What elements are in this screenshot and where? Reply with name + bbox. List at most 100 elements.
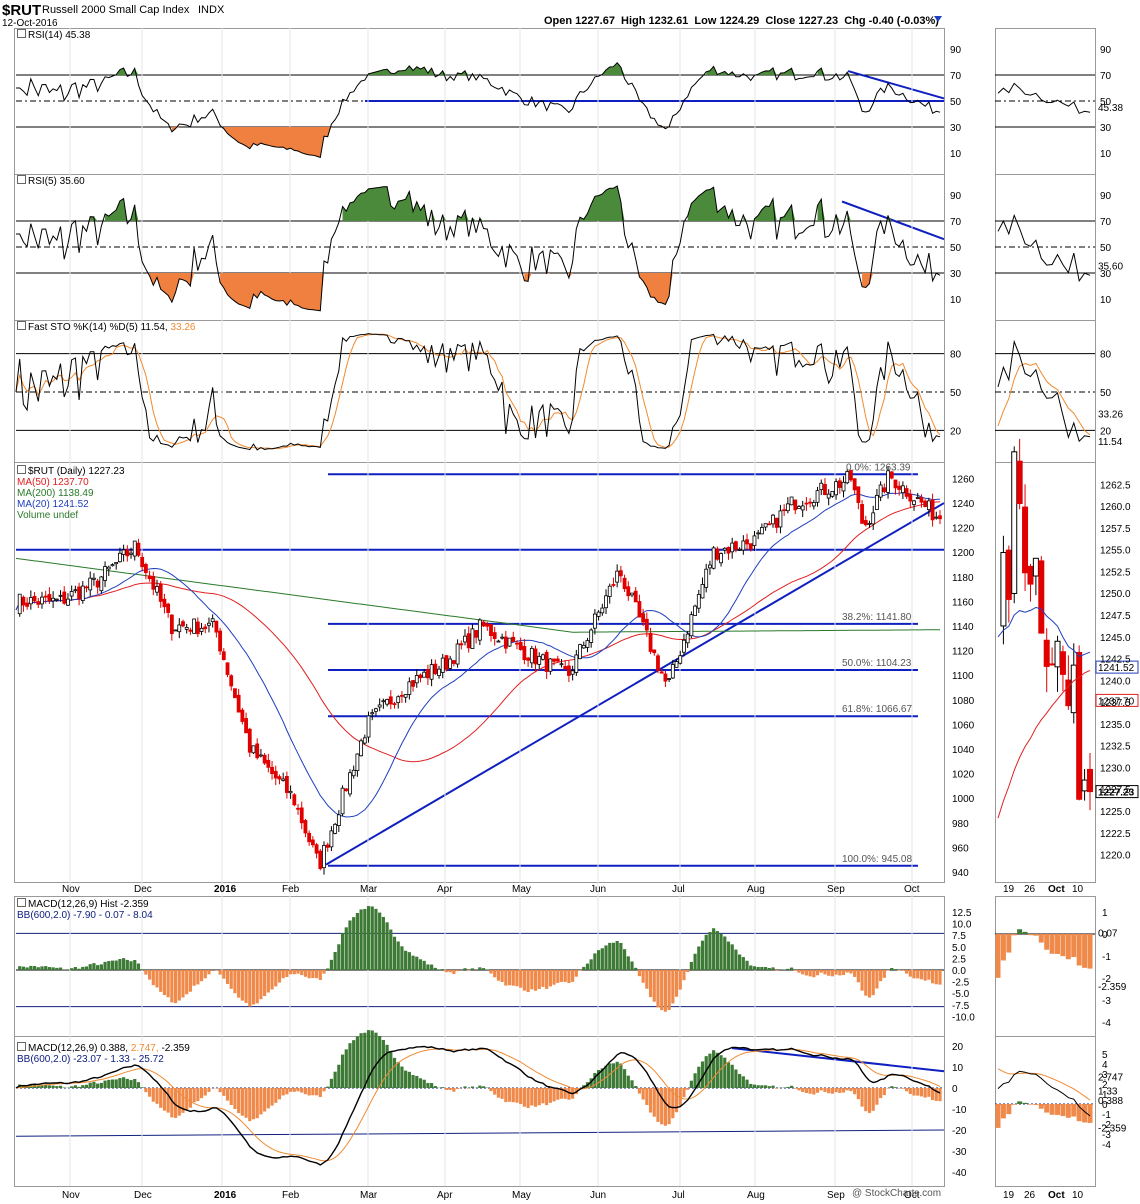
zoom-macd-hist [1060, 1104, 1066, 1117]
hist-bar [689, 961, 693, 970]
hist-bar [159, 970, 163, 992]
rsi14-tick: 30 [950, 123, 962, 134]
candle-body [121, 549, 126, 555]
macd-hist-bar [693, 1073, 697, 1088]
price-tick: 1060 [952, 720, 975, 731]
dropdown-triangle-icon[interactable] [934, 16, 942, 22]
candle-body [711, 547, 716, 569]
candle-body [897, 485, 902, 490]
hist-bar [170, 970, 174, 1003]
zoom-price-tick: 1237.5 [1100, 698, 1131, 709]
rsi5-icon [17, 175, 26, 184]
zoom-price-tick: 1230.0 [1100, 763, 1131, 774]
macd-hist-bar [879, 1088, 883, 1099]
hist-bar [890, 967, 894, 970]
hist-bar [504, 970, 508, 986]
candle-body [355, 753, 360, 771]
hist-bar [793, 970, 797, 971]
candle-body [481, 621, 486, 627]
macd-hist-bar [845, 1088, 849, 1091]
zoom-date-label: Oct [1048, 884, 1065, 895]
macd-hist-bar [430, 1083, 434, 1088]
zoom-macd-hist [1011, 1104, 1017, 1105]
zoom-hist-bar [1071, 934, 1077, 957]
candle-body [374, 708, 378, 712]
zoom-candle-body [1065, 679, 1072, 707]
price-legend: $RUT (Daily) 1227.23 MA(50) 1237.70 MA(2… [17, 465, 125, 521]
macd-tick: 10 [952, 1063, 964, 1074]
hist-bar [99, 964, 103, 970]
hist-bar [36, 967, 40, 970]
hist-bar [118, 959, 122, 970]
hist-bar [136, 963, 141, 970]
macd-hist-bar [522, 1088, 526, 1107]
hist-bar [652, 970, 656, 1002]
month-label-bottom-nov: Nov [62, 1190, 80, 1201]
hist-bar [296, 970, 300, 974]
zoom-rsi5-tick: 30 [1100, 269, 1112, 280]
macd-hist-bar [493, 1088, 497, 1095]
zoom-macd-hist [1027, 1104, 1033, 1105]
hist-bar [715, 931, 719, 970]
candle-body [299, 807, 304, 824]
hist-bar [207, 970, 211, 975]
macd-hist-bar [830, 1088, 834, 1094]
zoom-macd-hist [1044, 1104, 1050, 1113]
zoom-price-tick: 1222.5 [1100, 829, 1131, 840]
macd-hist-bar [648, 1088, 653, 1113]
hist-bar [270, 970, 274, 990]
candle-body [823, 484, 827, 496]
macd-hist-bar [192, 1088, 196, 1103]
fib-label: 100.0%: 945.08 [842, 854, 912, 865]
hist-bar [563, 970, 567, 982]
macd-hist-bar [196, 1088, 200, 1102]
rsi5-line-zone [342, 186, 428, 221]
candle-body [923, 500, 928, 508]
ma50-line [15, 501, 941, 763]
hist-bar [385, 922, 389, 970]
macd-hist-bar [867, 1088, 872, 1113]
hist-bar [418, 959, 423, 970]
macd-hist-bar [73, 1085, 77, 1088]
macd-hist-bar [162, 1088, 167, 1111]
macd-hist-bar [682, 1088, 686, 1098]
macd-hist-bar [763, 1085, 768, 1088]
zoom-candle-body [1000, 552, 1007, 627]
macd-hist-bar [366, 1030, 371, 1088]
candle-body [507, 637, 512, 647]
candle-body [503, 636, 508, 649]
zoom-macd-line [997, 1070, 1091, 1117]
candle-body [581, 644, 586, 649]
candle-body [492, 632, 497, 639]
candle-body [652, 649, 657, 654]
hist-bar [62, 969, 66, 970]
hist-bar [344, 927, 348, 970]
macd-hist-bar [455, 1088, 460, 1090]
zoom-price-tick: 1242.5 [1100, 655, 1131, 666]
hist-bar [222, 970, 226, 979]
price-tick: 1100 [952, 671, 974, 682]
hist-bar [663, 970, 667, 1012]
macd-hist-bar [441, 1087, 445, 1088]
month-label-may: May [512, 884, 531, 895]
macd-hist-bar [823, 1088, 827, 1092]
macd-hist-bar [352, 1040, 356, 1088]
macd-hist-bar [819, 1088, 823, 1091]
hist-bar [634, 967, 638, 970]
rsi5-line-zone [754, 198, 777, 221]
hist-bar [422, 960, 426, 970]
hist-bar [548, 970, 552, 987]
macd-hist-bar [307, 1088, 311, 1096]
hist-bar [326, 968, 330, 970]
month-label-jul: Jul [672, 884, 685, 895]
candle-body [886, 470, 890, 493]
candle-body [800, 505, 805, 511]
hist-bar [908, 970, 912, 977]
hist-bar [559, 970, 564, 982]
candle-body [548, 658, 553, 672]
zoom-macd-hist [1087, 1104, 1093, 1123]
zoom-macd-tick: -1 [1102, 1110, 1111, 1121]
candle-body [793, 499, 798, 511]
macd-panel [14, 1036, 945, 1187]
macd-hist-bar [489, 1088, 493, 1092]
